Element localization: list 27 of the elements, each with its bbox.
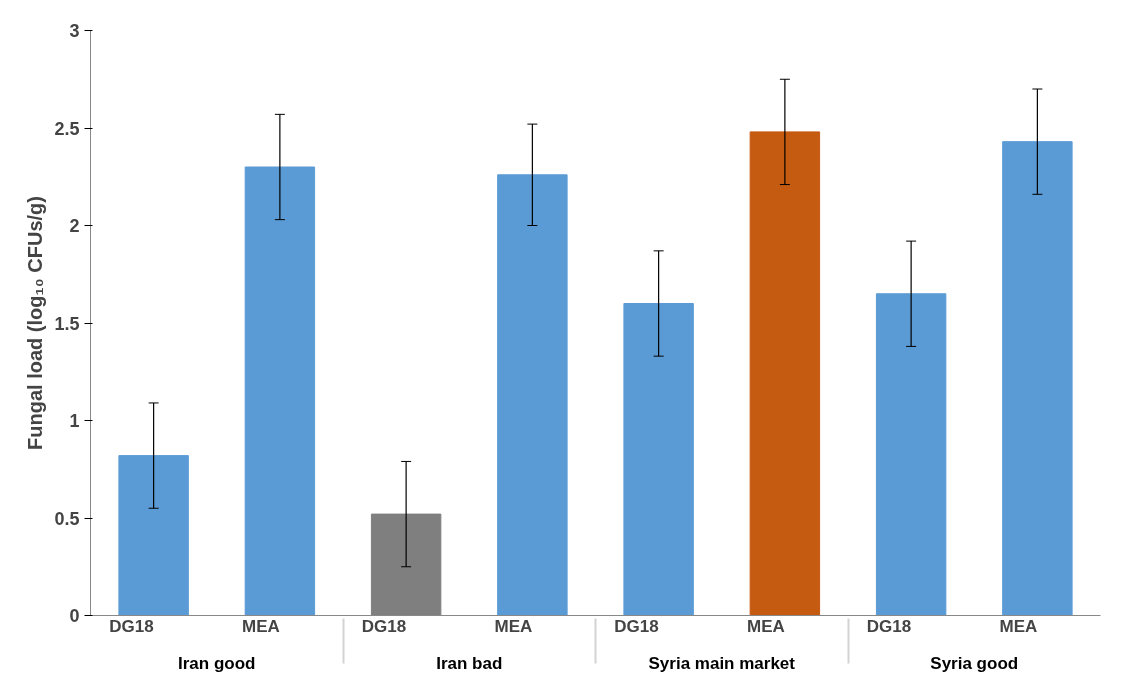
- y-tick-label: 0: [69, 606, 80, 626]
- y-tick-label: 0.5: [54, 508, 80, 529]
- bar: [749, 131, 821, 616]
- bar: [1002, 141, 1073, 616]
- x-tick-label: DG18: [109, 617, 154, 636]
- text: Iran good: [178, 653, 256, 673]
- y-tick-label: 1.5: [54, 313, 80, 334]
- x-tick-label: MEA: [242, 617, 280, 636]
- text: Iran bad: [436, 653, 503, 673]
- x-tick-label: MEA: [747, 617, 785, 636]
- x-tick-label: MEA: [494, 617, 533, 636]
- x-tick-label: MEA: [999, 617, 1038, 636]
- y-tick-label: 1: [69, 411, 80, 431]
- y-axis-title: Fungal load (log₁₀ CFUs/g): [24, 196, 47, 450]
- y-tick-label: 3: [69, 21, 80, 41]
- bar: [497, 174, 568, 616]
- x-tick-label: DG18: [614, 617, 659, 636]
- bar: [118, 455, 189, 616]
- y-tick-label: 2.5: [54, 118, 80, 139]
- text: Syria main market: [648, 653, 796, 673]
- text: Syria good: [930, 653, 1019, 673]
- bar: [875, 293, 947, 616]
- x-tick-label: DG18: [866, 617, 912, 636]
- bar: [244, 166, 316, 616]
- bar: [623, 303, 694, 616]
- y-tick-label: 2: [69, 216, 80, 236]
- x-tick-label: DG18: [361, 617, 407, 636]
